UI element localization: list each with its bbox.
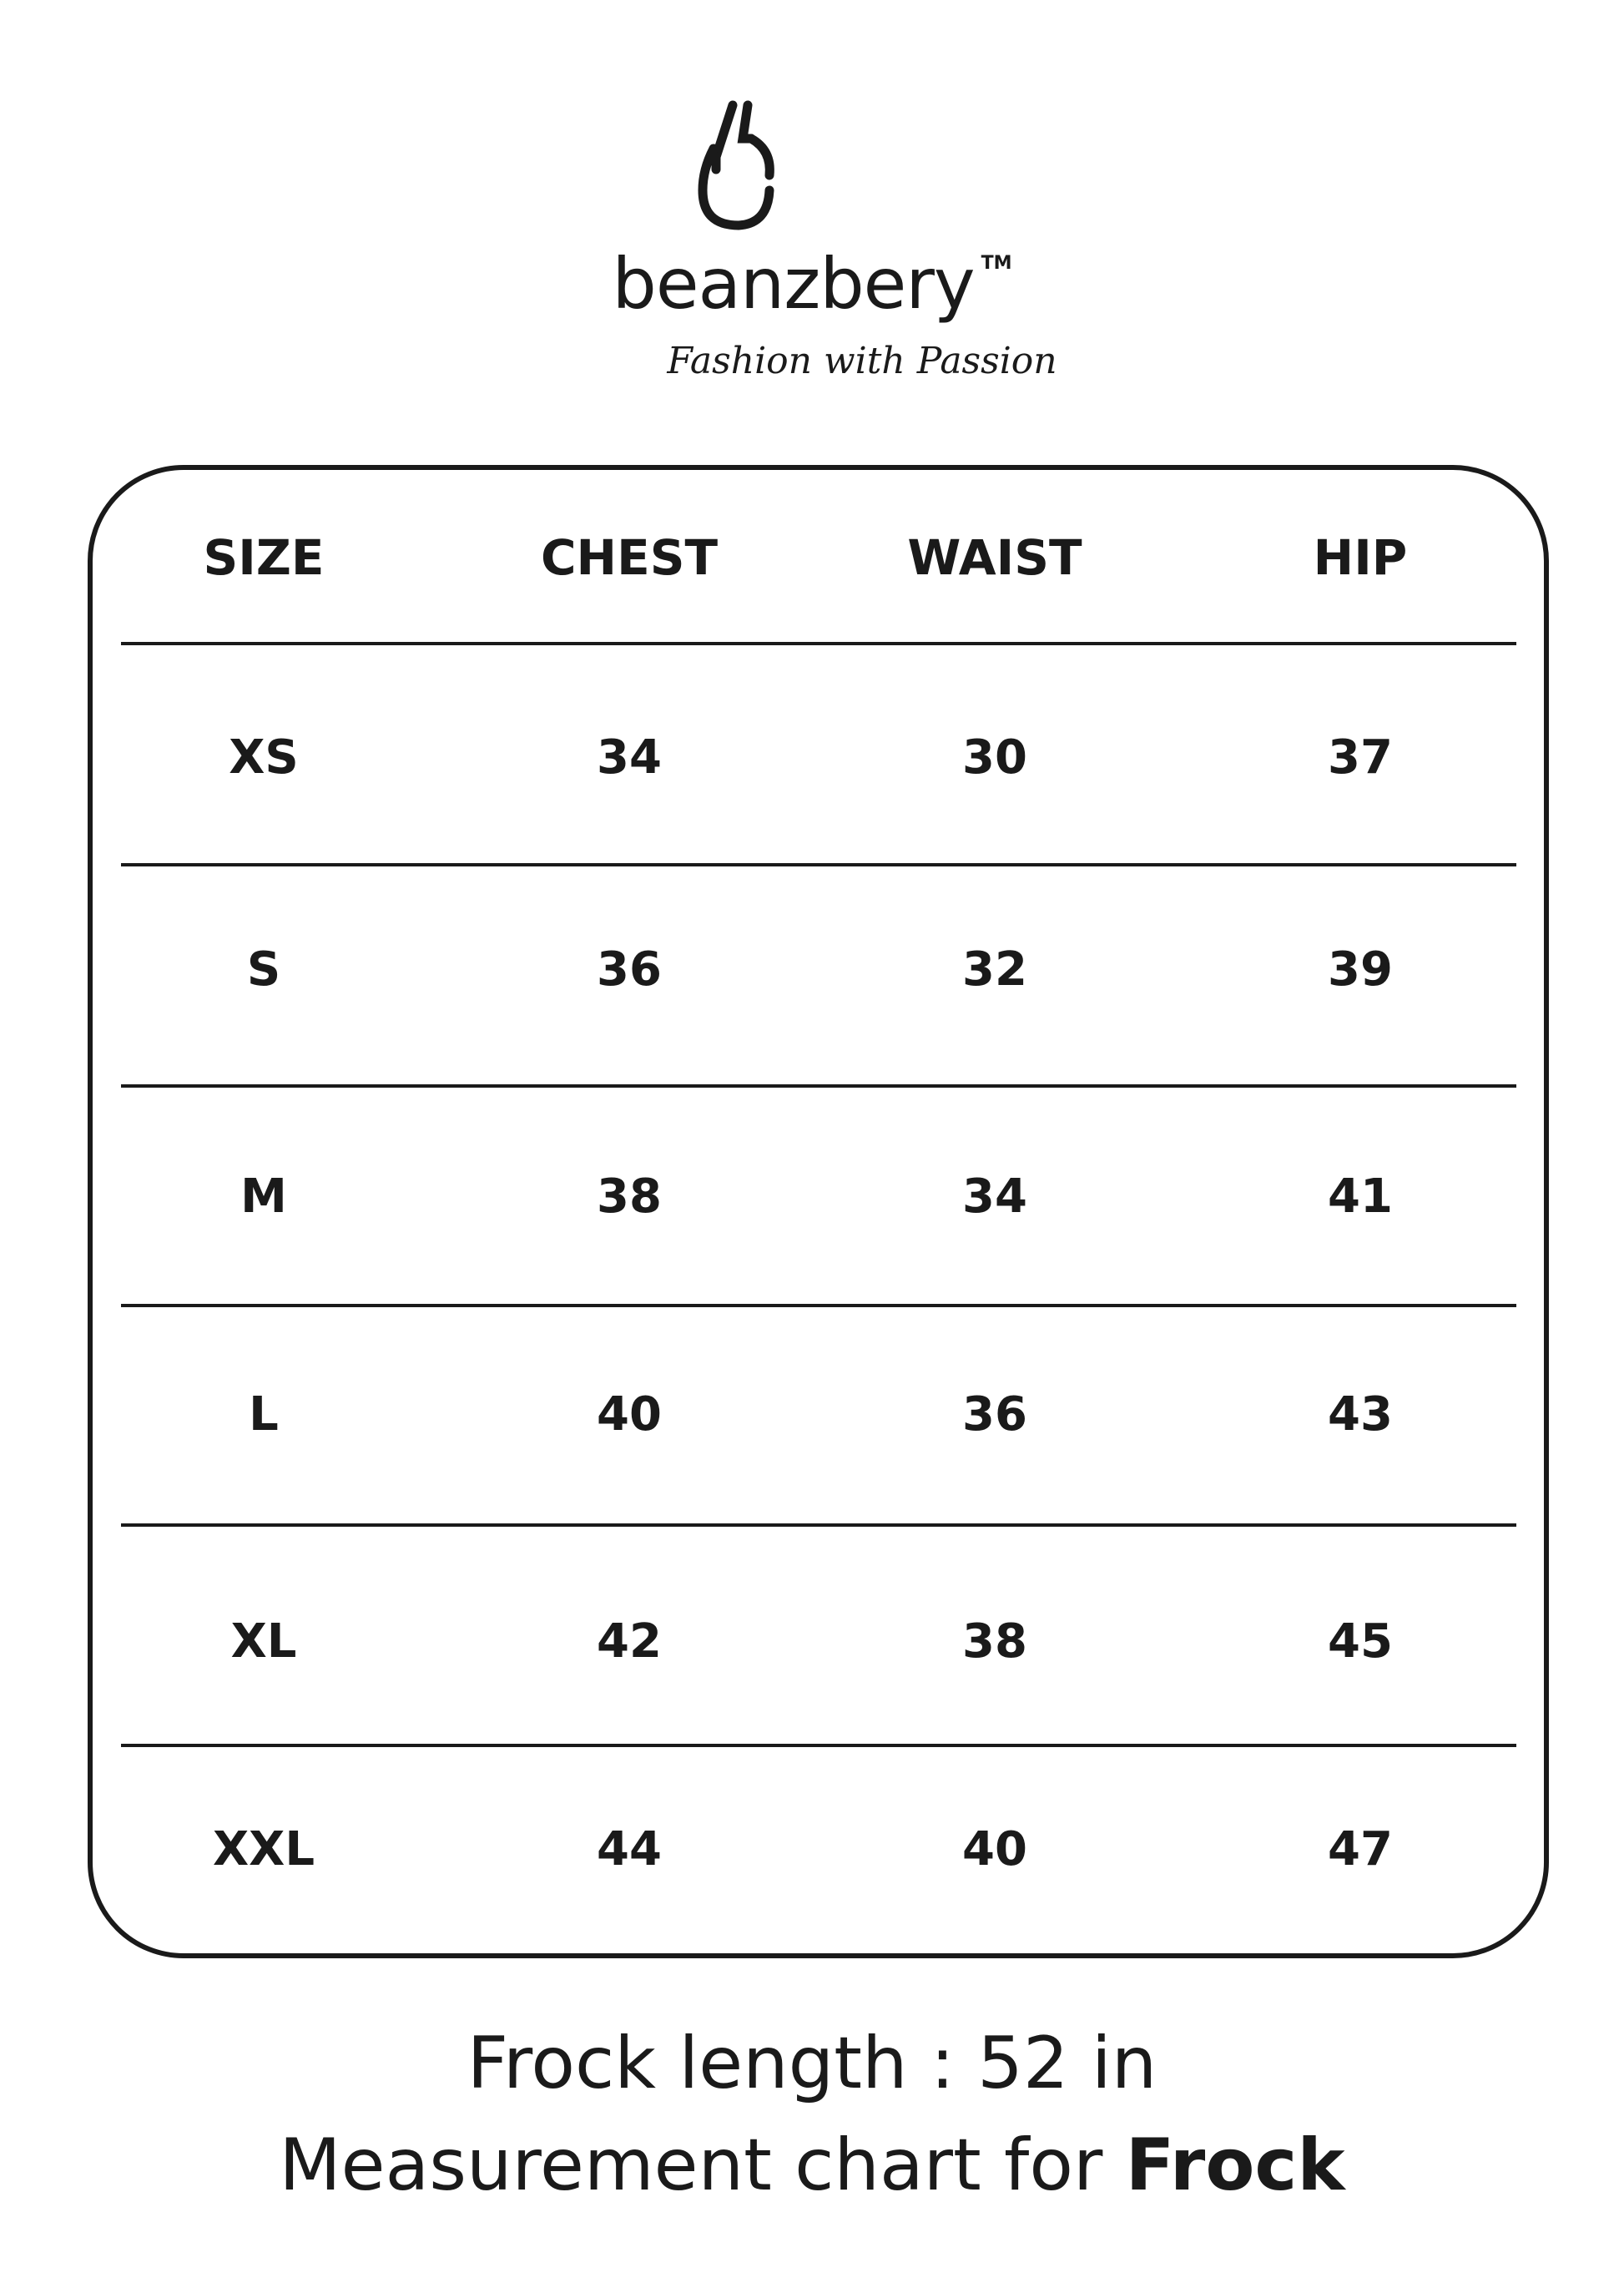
cell-waist: 38	[962, 1614, 1027, 1669]
cell-size: M	[240, 1169, 287, 1224]
header-waist: WAIST	[907, 529, 1082, 586]
cell-size: XXL	[212, 1822, 315, 1876]
brand-line: beanzbery TM	[0, 242, 1624, 326]
row-divider	[121, 1523, 1516, 1527]
frock-length-text: Frock length : 52 in	[467, 2022, 1157, 2105]
chart-caption: Measurement chart for Frock	[0, 2124, 1624, 2207]
cell-size: S	[246, 942, 281, 997]
chart-caption-prefix: Measurement chart for	[279, 2124, 1126, 2207]
cell-waist: 36	[962, 1387, 1027, 1442]
cell-hip: 39	[1328, 942, 1393, 997]
brand-wordmark: beanzbery	[612, 243, 976, 325]
size-chart-table	[88, 465, 1549, 1958]
cell-chest: 44	[597, 1822, 662, 1876]
header-size: SIZE	[203, 529, 325, 586]
row-divider	[121, 642, 1516, 645]
cell-hip: 43	[1328, 1387, 1393, 1442]
trademark-symbol: TM	[981, 253, 1012, 274]
cell-hip: 47	[1328, 1822, 1393, 1876]
cell-hip: 41	[1328, 1169, 1393, 1224]
row-divider	[121, 1304, 1516, 1307]
cell-waist: 30	[962, 730, 1027, 785]
cell-chest: 34	[597, 730, 662, 785]
cell-hip: 45	[1328, 1614, 1393, 1669]
cell-waist: 32	[962, 942, 1027, 997]
brand-logo-icon	[698, 100, 774, 230]
cell-hip: 37	[1328, 730, 1393, 785]
row-divider	[121, 1084, 1516, 1088]
cell-size: L	[249, 1387, 279, 1442]
cell-chest: 36	[597, 942, 662, 997]
row-divider	[121, 863, 1516, 866]
chart-caption-item: Frock	[1125, 2124, 1345, 2207]
header-chest: CHEST	[540, 529, 719, 586]
cell-size: XS	[229, 730, 299, 785]
cell-chest: 38	[597, 1169, 662, 1224]
brand-tagline: Fashion with Passion	[667, 340, 1057, 382]
cell-size: XL	[230, 1614, 297, 1669]
cell-waist: 40	[962, 1822, 1027, 1876]
header-hip: HIP	[1313, 529, 1408, 586]
cell-waist: 34	[962, 1169, 1027, 1224]
row-divider	[121, 1744, 1516, 1747]
cell-chest: 40	[597, 1387, 662, 1442]
cell-chest: 42	[597, 1614, 662, 1669]
